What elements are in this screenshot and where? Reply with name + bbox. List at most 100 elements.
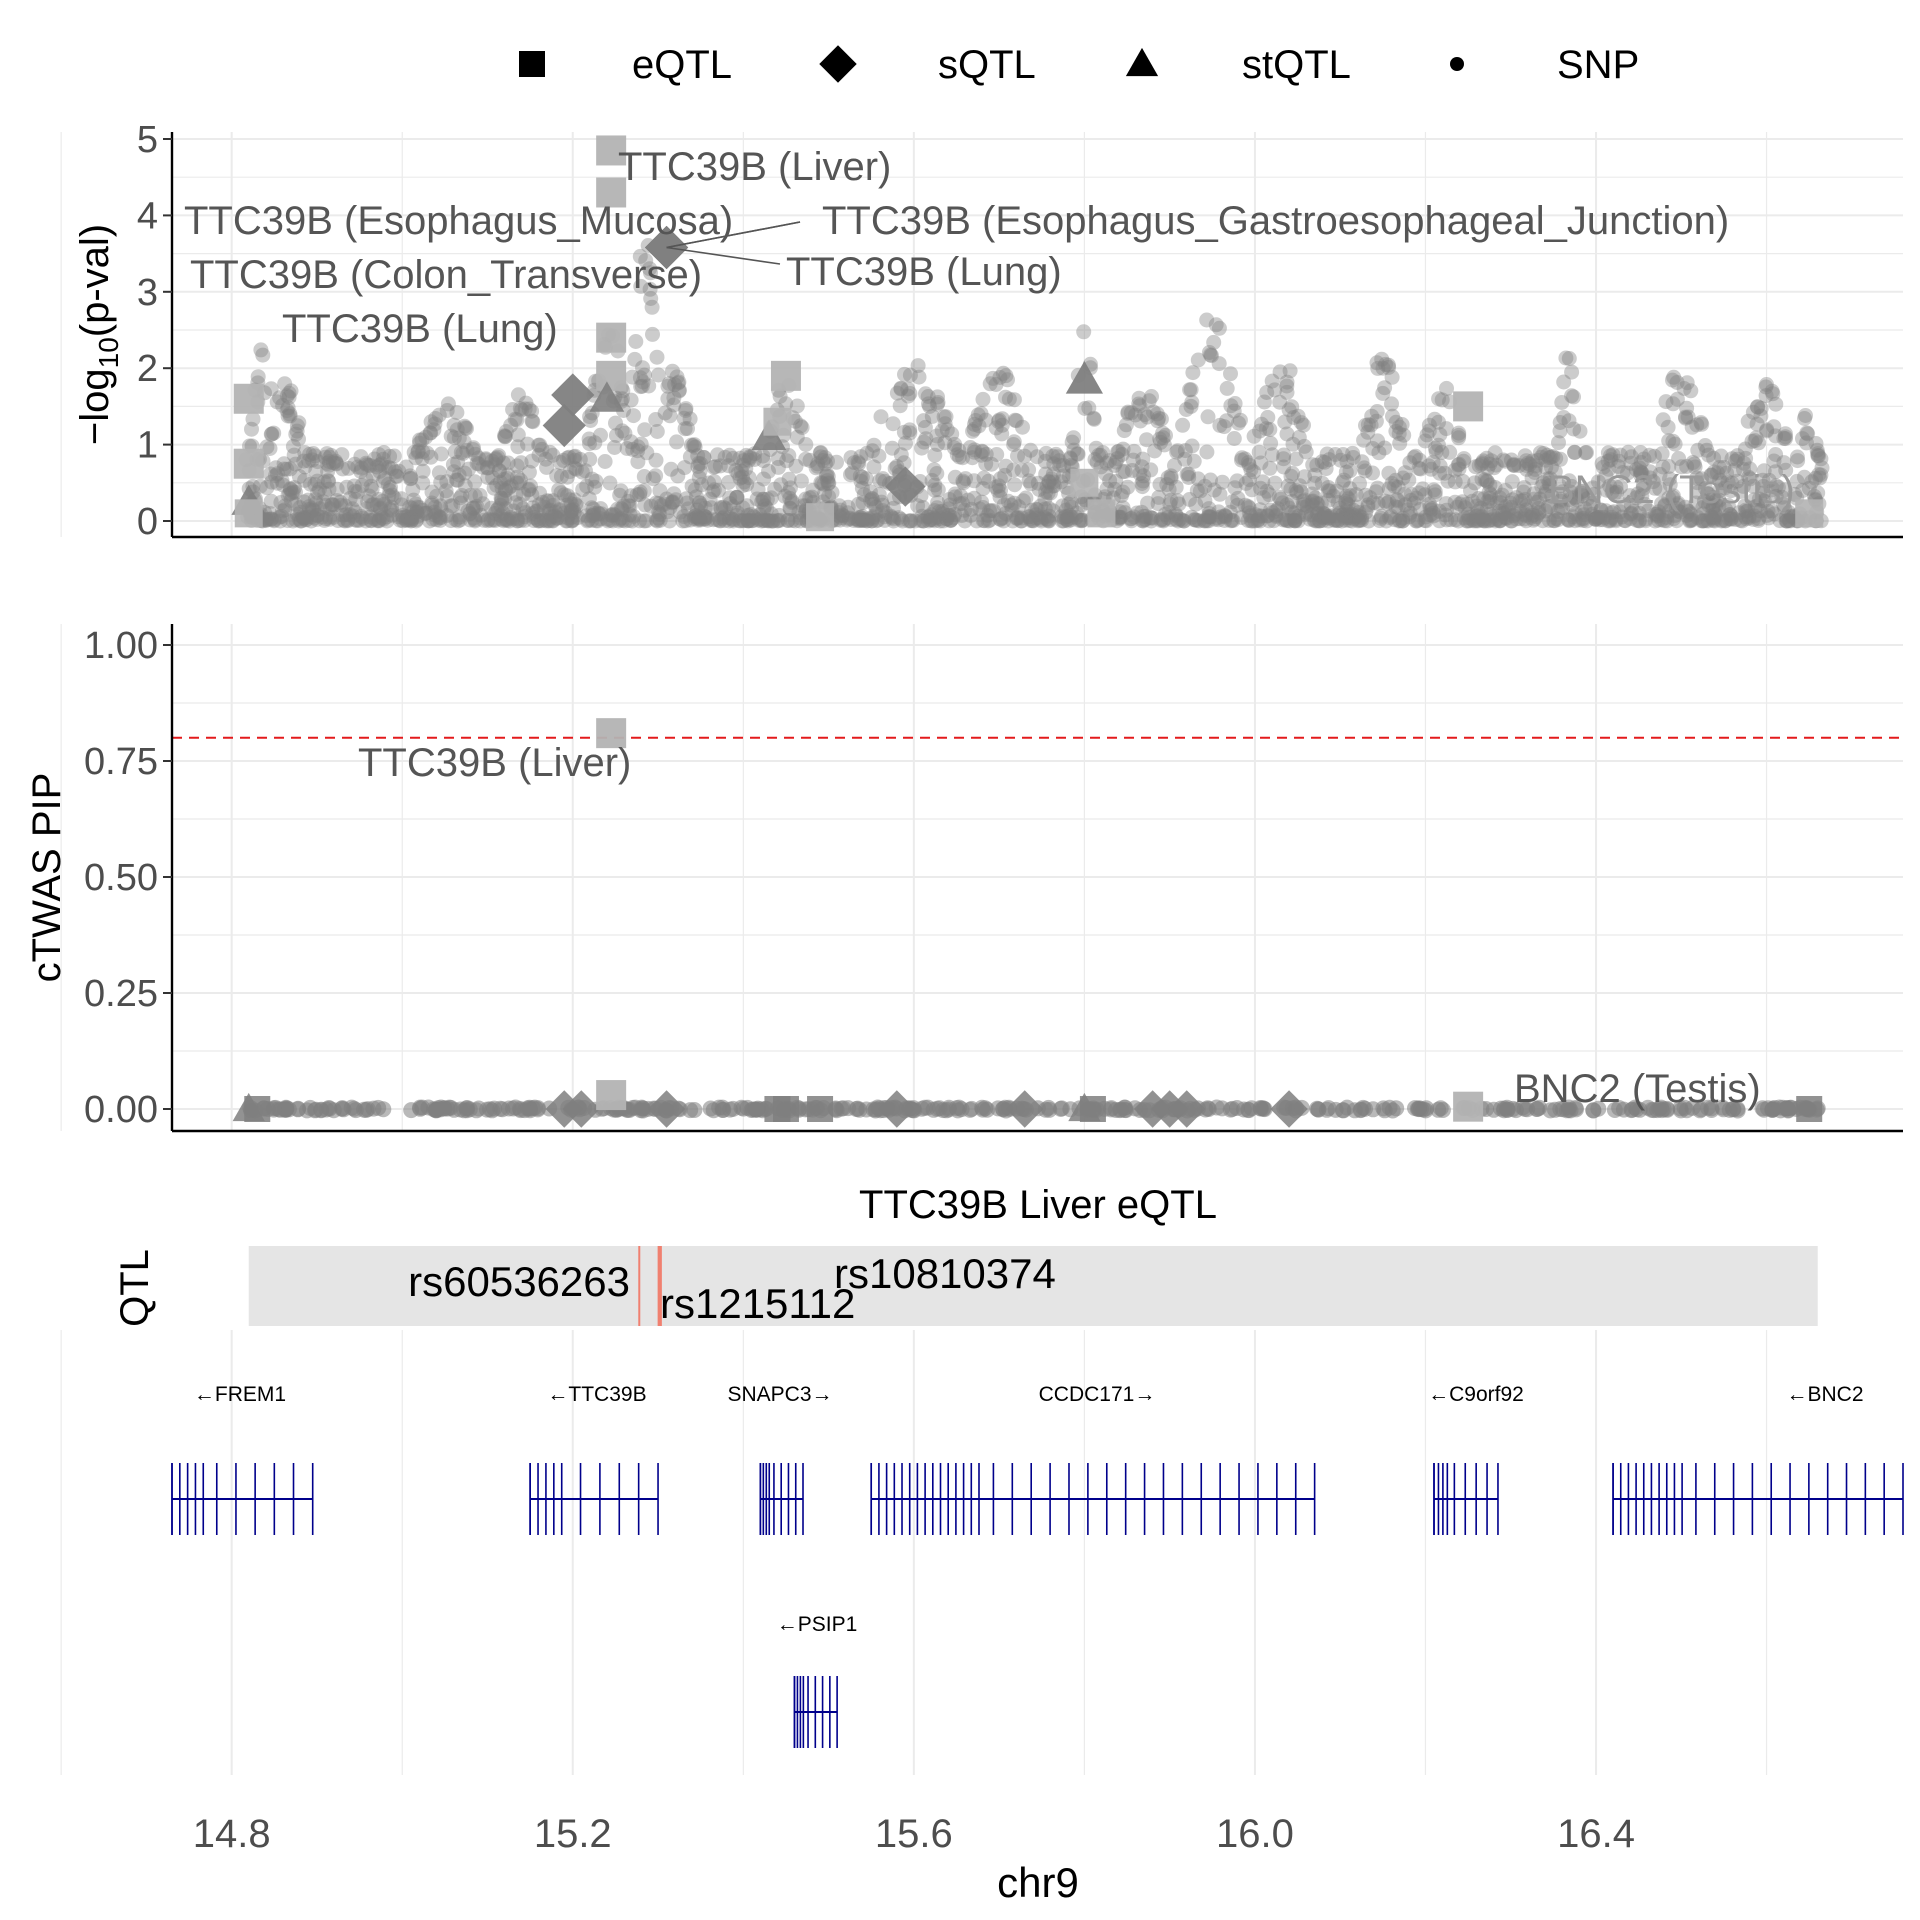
x-tick-label: 15.2 — [534, 1812, 612, 1856]
snp-point — [743, 507, 759, 522]
snp-point — [893, 380, 909, 396]
snp-point — [605, 513, 621, 529]
snp-point — [507, 411, 523, 427]
snp-point — [1264, 373, 1280, 389]
snp-point — [524, 413, 540, 429]
snp-point — [746, 508, 762, 524]
snp-point — [1503, 452, 1519, 468]
snp-point — [1499, 510, 1515, 526]
snp-point — [787, 513, 803, 529]
snp-point — [692, 495, 708, 511]
snp-point — [1623, 511, 1638, 527]
snp-point — [1657, 497, 1673, 513]
snp-point — [1381, 494, 1397, 510]
pip-snp-point — [486, 1100, 503, 1117]
snp-point — [622, 498, 638, 514]
snp-point — [1548, 511, 1564, 527]
snp-point — [927, 447, 943, 463]
snp-point — [1666, 369, 1682, 385]
snp-point — [1169, 493, 1185, 509]
snp-point — [932, 511, 948, 527]
snp-point — [1777, 500, 1792, 516]
assoc-y-tick-label: 4 — [137, 195, 158, 237]
snp-point — [1590, 509, 1606, 525]
snp-point — [565, 502, 581, 517]
snp-point — [1139, 432, 1155, 448]
snp-point — [1735, 478, 1751, 494]
snp-point — [701, 475, 717, 491]
snp-point — [969, 513, 985, 529]
snp-point — [1360, 497, 1376, 513]
pip-y-tick-label: 0.75 — [84, 741, 158, 783]
pip-snp-point — [1430, 1101, 1447, 1118]
snp-point — [642, 281, 658, 297]
snp-point — [1548, 450, 1564, 466]
snp-point — [332, 494, 348, 510]
snp-point — [1297, 492, 1313, 508]
snp-point — [1635, 481, 1651, 497]
snp-point — [301, 499, 317, 515]
legend-label: sQTL — [938, 43, 1036, 87]
snp-point — [1040, 485, 1056, 501]
snp-point — [844, 465, 860, 481]
snp-point — [862, 484, 878, 500]
snp-point — [770, 513, 786, 528]
snp-point — [850, 513, 866, 529]
snp-point — [371, 457, 387, 473]
snp-point — [944, 426, 960, 442]
snp-point — [1438, 496, 1454, 512]
snp-point — [893, 511, 909, 527]
snp-point — [1779, 513, 1795, 529]
snp-point — [445, 457, 461, 472]
snp-point — [1437, 465, 1453, 481]
snp-point — [1487, 480, 1503, 495]
snp-point — [1098, 466, 1114, 482]
snp-point — [1234, 452, 1249, 468]
snp-point — [296, 453, 312, 469]
snp-point — [772, 512, 788, 528]
snp-point — [1572, 423, 1588, 439]
snp-point — [1175, 417, 1191, 433]
snp-point — [1706, 511, 1722, 527]
snp-point — [900, 381, 916, 397]
snp-point — [1124, 513, 1139, 529]
snp-point — [1489, 495, 1505, 511]
snp-point — [696, 450, 712, 465]
snp-point — [1288, 483, 1304, 499]
snp-point — [1319, 446, 1335, 462]
snp-point — [1354, 454, 1370, 470]
snp-point — [263, 511, 279, 527]
snp-point — [1307, 467, 1323, 483]
snp-point — [639, 445, 655, 461]
snp-point — [1384, 476, 1400, 491]
snp-point — [1160, 510, 1176, 526]
snp-point — [1550, 512, 1566, 528]
legend-label: stQTL — [1242, 43, 1351, 87]
snp-point — [301, 501, 317, 517]
snp-point — [488, 450, 504, 466]
snp-point — [892, 398, 908, 414]
snp-point — [1611, 453, 1627, 469]
snp-point — [497, 429, 513, 444]
snp-point — [347, 504, 363, 520]
snp-point — [1374, 351, 1390, 367]
snp-point — [262, 506, 278, 521]
snp-point — [692, 463, 708, 479]
snp-point — [756, 512, 771, 528]
snp-point — [1612, 447, 1628, 463]
snp-point — [304, 503, 320, 518]
snp-point — [1679, 508, 1695, 523]
snp-point — [449, 405, 465, 420]
snp-point — [935, 513, 951, 529]
snp-point — [1504, 492, 1520, 508]
snp-point — [1010, 510, 1025, 526]
snp-point — [340, 513, 356, 529]
snp-point — [992, 511, 1008, 527]
snp-point — [1241, 500, 1257, 516]
snp-point — [289, 423, 305, 439]
snp-point — [1168, 479, 1184, 495]
snp-point — [467, 513, 483, 529]
snp-point — [1191, 513, 1207, 529]
snp-point — [1776, 430, 1792, 446]
snp-point — [1045, 478, 1060, 494]
